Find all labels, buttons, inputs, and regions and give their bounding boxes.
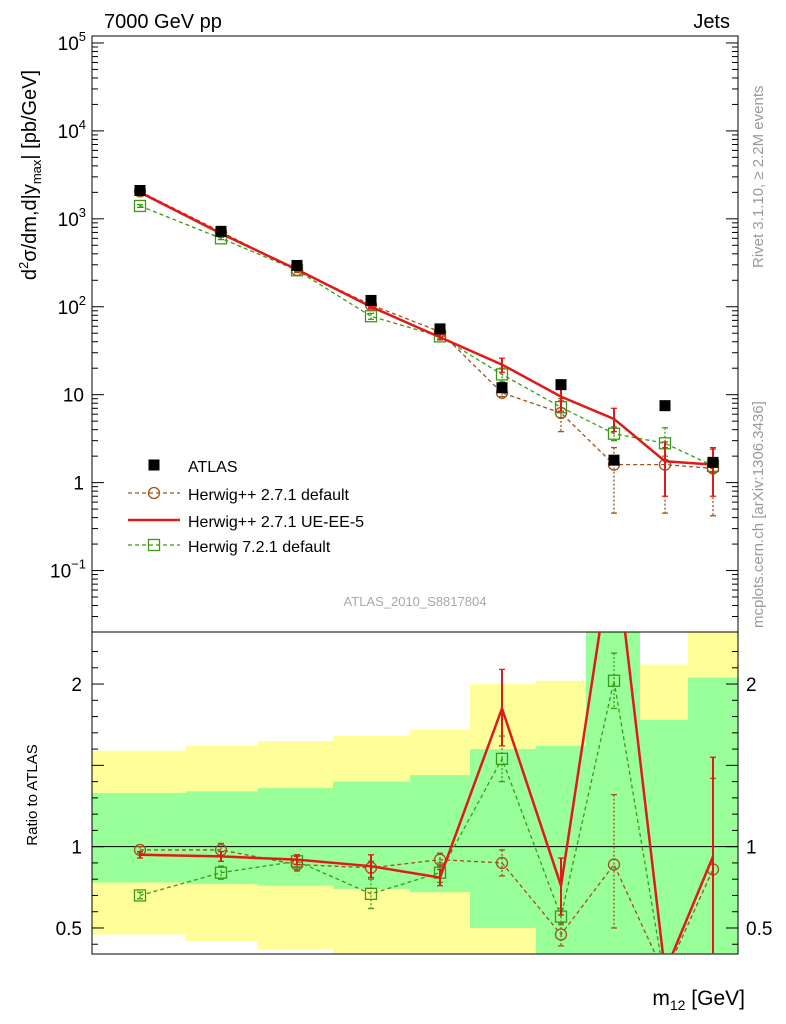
legend-label-herwig_default: Herwig++ 2.7.1 default bbox=[188, 487, 350, 504]
ratio-tick-label-right: 2 bbox=[746, 675, 757, 696]
main-point-herwig7 bbox=[133, 199, 147, 213]
rivet-version-label: Rivet 3.1.10, ≥ 2.2M events bbox=[750, 85, 767, 269]
ratio-point-herwig7 bbox=[607, 674, 621, 687]
ratio-point-herwig_default bbox=[607, 858, 621, 871]
main-series-atlas bbox=[134, 184, 719, 468]
ratio-line-herwig7 bbox=[139, 680, 661, 954]
main-point-atlas bbox=[434, 323, 446, 335]
ratio-y-axis-label: Ratio to ATLAS bbox=[24, 744, 41, 845]
ratio-point-herwig7 bbox=[214, 866, 228, 879]
y-tick-label: 105 bbox=[58, 29, 86, 55]
main-point-atlas bbox=[707, 456, 719, 468]
main-line-herwig_ueee5 bbox=[139, 191, 714, 466]
main-point-atlas bbox=[555, 379, 567, 391]
legend-label-atlas: ATLAS bbox=[188, 459, 238, 476]
y-tick-label: 103 bbox=[58, 205, 86, 231]
ratio-tick-label-left: 0.5 bbox=[56, 919, 82, 940]
main-point-atlas bbox=[659, 400, 671, 412]
ratio-line-herwig_ueee5 bbox=[139, 632, 715, 954]
legend-label-herwig_ueee5: Herwig++ 2.7.1 UE-EE-5 bbox=[188, 514, 364, 531]
y-tick-label: 10−1 bbox=[50, 557, 86, 583]
ratio-point-herwig7 bbox=[495, 752, 509, 765]
ratio-point-herwig7 bbox=[364, 887, 378, 900]
ratio-uncertainty-bands bbox=[92, 632, 738, 954]
main-point-herwig7 bbox=[364, 310, 378, 323]
main-y-axis-label: d2σ/dm,d|ymax| [pb/GeV] bbox=[16, 70, 44, 280]
x-axis-label: m12 [GeV] bbox=[652, 987, 745, 1013]
ratio-band-inner bbox=[186, 791, 258, 885]
ratio-plot-series bbox=[133, 632, 720, 954]
legend-label-herwig7: Herwig 7.2.1 default bbox=[188, 539, 331, 556]
legend-entry-herwig7: Herwig 7.2.1 default bbox=[128, 538, 331, 556]
ratio-tick-label-left: 1 bbox=[71, 838, 82, 859]
ratio-band-inner bbox=[470, 749, 536, 928]
ratio-point-herwig_default bbox=[554, 928, 568, 941]
main-point-atlas bbox=[365, 294, 377, 306]
ratio-plot-frame bbox=[91, 631, 739, 955]
analysis-id: ATLAS_2010_S8817804 bbox=[344, 594, 487, 609]
header-right: Jets bbox=[693, 11, 730, 33]
main-line-herwig7 bbox=[139, 205, 714, 467]
y-tick-label: 1 bbox=[73, 474, 84, 495]
y-tick-label: 10 bbox=[63, 386, 84, 407]
ratio-series-clipped bbox=[133, 632, 720, 954]
y-tick-label: 102 bbox=[58, 293, 86, 319]
main-point-atlas bbox=[496, 382, 508, 394]
ratio-point-herwig7 bbox=[133, 889, 147, 902]
legend-entry-herwig_ueee5: Herwig++ 2.7.1 UE-EE-5 bbox=[128, 514, 364, 531]
ratio-point-herwig_default bbox=[495, 856, 509, 870]
legend-entry-atlas: ATLAS bbox=[148, 459, 238, 476]
main-point-atlas bbox=[134, 184, 146, 196]
ratio-tick-label-right: 0.5 bbox=[746, 919, 772, 940]
main-point-atlas bbox=[215, 225, 227, 237]
main-point-atlas bbox=[608, 454, 620, 466]
legend-marker-atlas bbox=[148, 459, 160, 471]
legend-marker-herwig7 bbox=[147, 538, 161, 552]
legend: ATLAS Herwig++ 2.7.1 default Herwig++ 2.7.… bbox=[128, 459, 364, 556]
ratio-tick-label-left: 2 bbox=[71, 675, 82, 696]
legend-entry-herwig_default: Herwig++ 2.7.1 default bbox=[128, 486, 350, 504]
ratio-band-inner bbox=[640, 719, 688, 954]
ratio-series-herwig_ueee5 bbox=[137, 632, 716, 954]
mcplots-reference-label: mcplots.cern.ch [arXiv:1306.3436] bbox=[750, 401, 767, 628]
legend-marker-herwig_default bbox=[147, 486, 161, 500]
ratio-tick-label-right: 1 bbox=[746, 838, 757, 859]
ratio-band-inner bbox=[92, 793, 186, 883]
header-left: 7000 GeV pp bbox=[104, 11, 222, 33]
main-point-atlas bbox=[291, 259, 303, 271]
main-plot-series bbox=[133, 184, 720, 517]
y-tick-label: 104 bbox=[58, 117, 86, 143]
